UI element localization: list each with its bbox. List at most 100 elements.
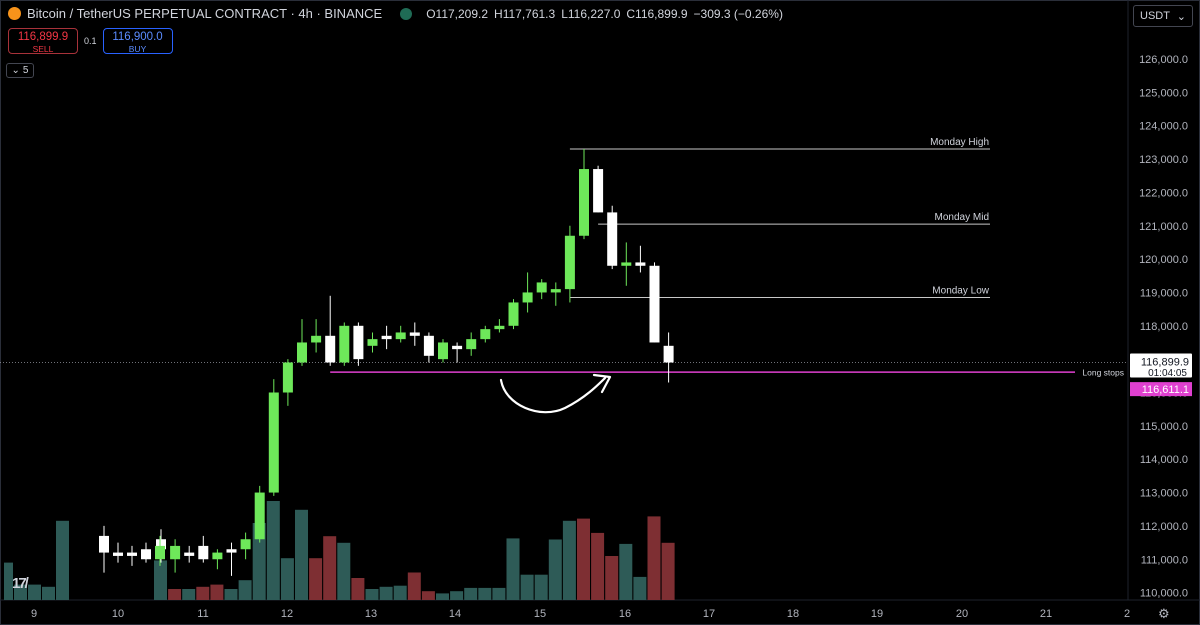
volume-bar [224, 589, 238, 600]
volume-bar [42, 586, 55, 600]
candle-body [607, 212, 618, 266]
volume-bar [365, 589, 379, 600]
volume-bar [28, 584, 41, 600]
candle-body [127, 552, 137, 556]
chevron-down-icon: ⌄ [11, 65, 20, 76]
volume-bar [280, 558, 294, 600]
last-price-badge: 116,899.901:04:05 [1130, 353, 1192, 379]
last-price-value: 116,899.9 [1141, 356, 1189, 368]
volume-bar [154, 560, 167, 600]
candle [297, 319, 307, 366]
buy-price: 116,900.0 [112, 31, 163, 43]
volume-bar [577, 518, 590, 600]
sell-button[interactable]: 116,899.9 SELL [8, 28, 78, 54]
candle-body [282, 362, 293, 393]
buy-label: BUY [128, 44, 147, 54]
visibility-eye-icon[interactable] [400, 7, 413, 20]
candle [198, 535, 209, 563]
volume-bar [534, 574, 548, 600]
level-label: Monday Low [932, 285, 989, 296]
y-tick-label: 124,000.0 [1139, 121, 1188, 133]
candle-body [311, 335, 322, 343]
candle-body [593, 169, 604, 213]
candle [480, 325, 491, 343]
candle [409, 322, 420, 346]
x-tick-label: 16 [619, 608, 631, 620]
candle [353, 322, 364, 366]
volume-bar [238, 580, 252, 600]
long-stops-price: 116,611.1 [1142, 384, 1189, 396]
candle [311, 319, 322, 353]
candle-body [254, 492, 265, 540]
candle-body [466, 339, 477, 350]
candle-body [198, 545, 209, 560]
candle-body [381, 335, 392, 340]
candle-body [395, 332, 406, 340]
symbol-title[interactable]: Bitcoin / TetherUS PERPETUAL CONTRACT · … [27, 6, 383, 21]
candle [536, 279, 547, 300]
volume-bar [323, 536, 337, 600]
volume-bar [548, 539, 562, 600]
candle-body [367, 339, 378, 346]
buy-button[interactable]: 116,900.0 BUY [102, 28, 173, 54]
spread-value: 0.1 [84, 36, 97, 46]
early-candles [99, 525, 165, 573]
candle-body [184, 552, 195, 556]
x-tick-label: 17 [703, 608, 715, 620]
candle-body [649, 265, 660, 343]
ohlc-low: L116,227.0 [561, 6, 621, 21]
y-tick-label: 123,000.0 [1139, 154, 1188, 166]
indicators-toggle[interactable]: ⌄ 5 [6, 63, 34, 78]
candle [579, 149, 589, 240]
candle [564, 225, 575, 303]
candle [395, 325, 406, 343]
x-tick-label: 20 [956, 608, 968, 620]
candle [466, 332, 477, 356]
candle-series [156, 149, 674, 576]
candle [325, 295, 336, 366]
currency-value: USDT [1140, 10, 1170, 22]
candle-body [170, 545, 181, 560]
candle [381, 325, 392, 350]
ohlc-high: H117,761.3 [494, 6, 556, 21]
candle-body [141, 549, 151, 560]
y-tick-label: 120,000.0 [1139, 254, 1188, 266]
y-tick-label: 125,000.0 [1139, 87, 1188, 99]
candle [282, 359, 293, 406]
tradingview-logo-icon: 17/ [12, 575, 29, 592]
candle [663, 332, 674, 383]
candle [170, 539, 181, 573]
x-tick-label: 13 [365, 608, 377, 620]
volume-bar [295, 509, 308, 600]
candle-body [564, 235, 575, 290]
level-label: Monday Mid [935, 212, 989, 223]
sell-price: 116,899.9 [17, 31, 69, 43]
x-tick-label: 21 [1040, 608, 1052, 620]
currency-select[interactable]: USDT ⌄ [1133, 5, 1193, 27]
y-tick-label: 115,000.0 [1140, 421, 1188, 433]
chevron-down-icon: ⌄ [1176, 10, 1186, 23]
candle-body [550, 289, 561, 293]
candle [621, 242, 632, 286]
candle-body [113, 552, 123, 556]
candle [339, 322, 350, 366]
drawn-arrow-head [592, 373, 612, 394]
candle-body [663, 345, 674, 363]
y-tick-label: 121,000.0 [1139, 221, 1188, 233]
candle [508, 299, 519, 330]
volume-bar [393, 585, 407, 600]
gear-icon[interactable]: ⚙ [1158, 606, 1170, 621]
y-tick-label: 113,000.0 [1140, 488, 1188, 500]
x-axis: 9 10 11 12 13 14 15 16 17 18 19 20 21 2 [31, 608, 1130, 620]
candle-body [240, 539, 251, 550]
candle [635, 245, 646, 273]
volume-bar [266, 501, 280, 600]
volume-bar [464, 587, 478, 600]
y-tick-label: 119,000.0 [1140, 287, 1188, 299]
volume-bar [562, 520, 576, 600]
candle [649, 262, 660, 343]
volume-bar [436, 593, 449, 600]
candle [494, 319, 505, 333]
candle-body [226, 549, 237, 553]
